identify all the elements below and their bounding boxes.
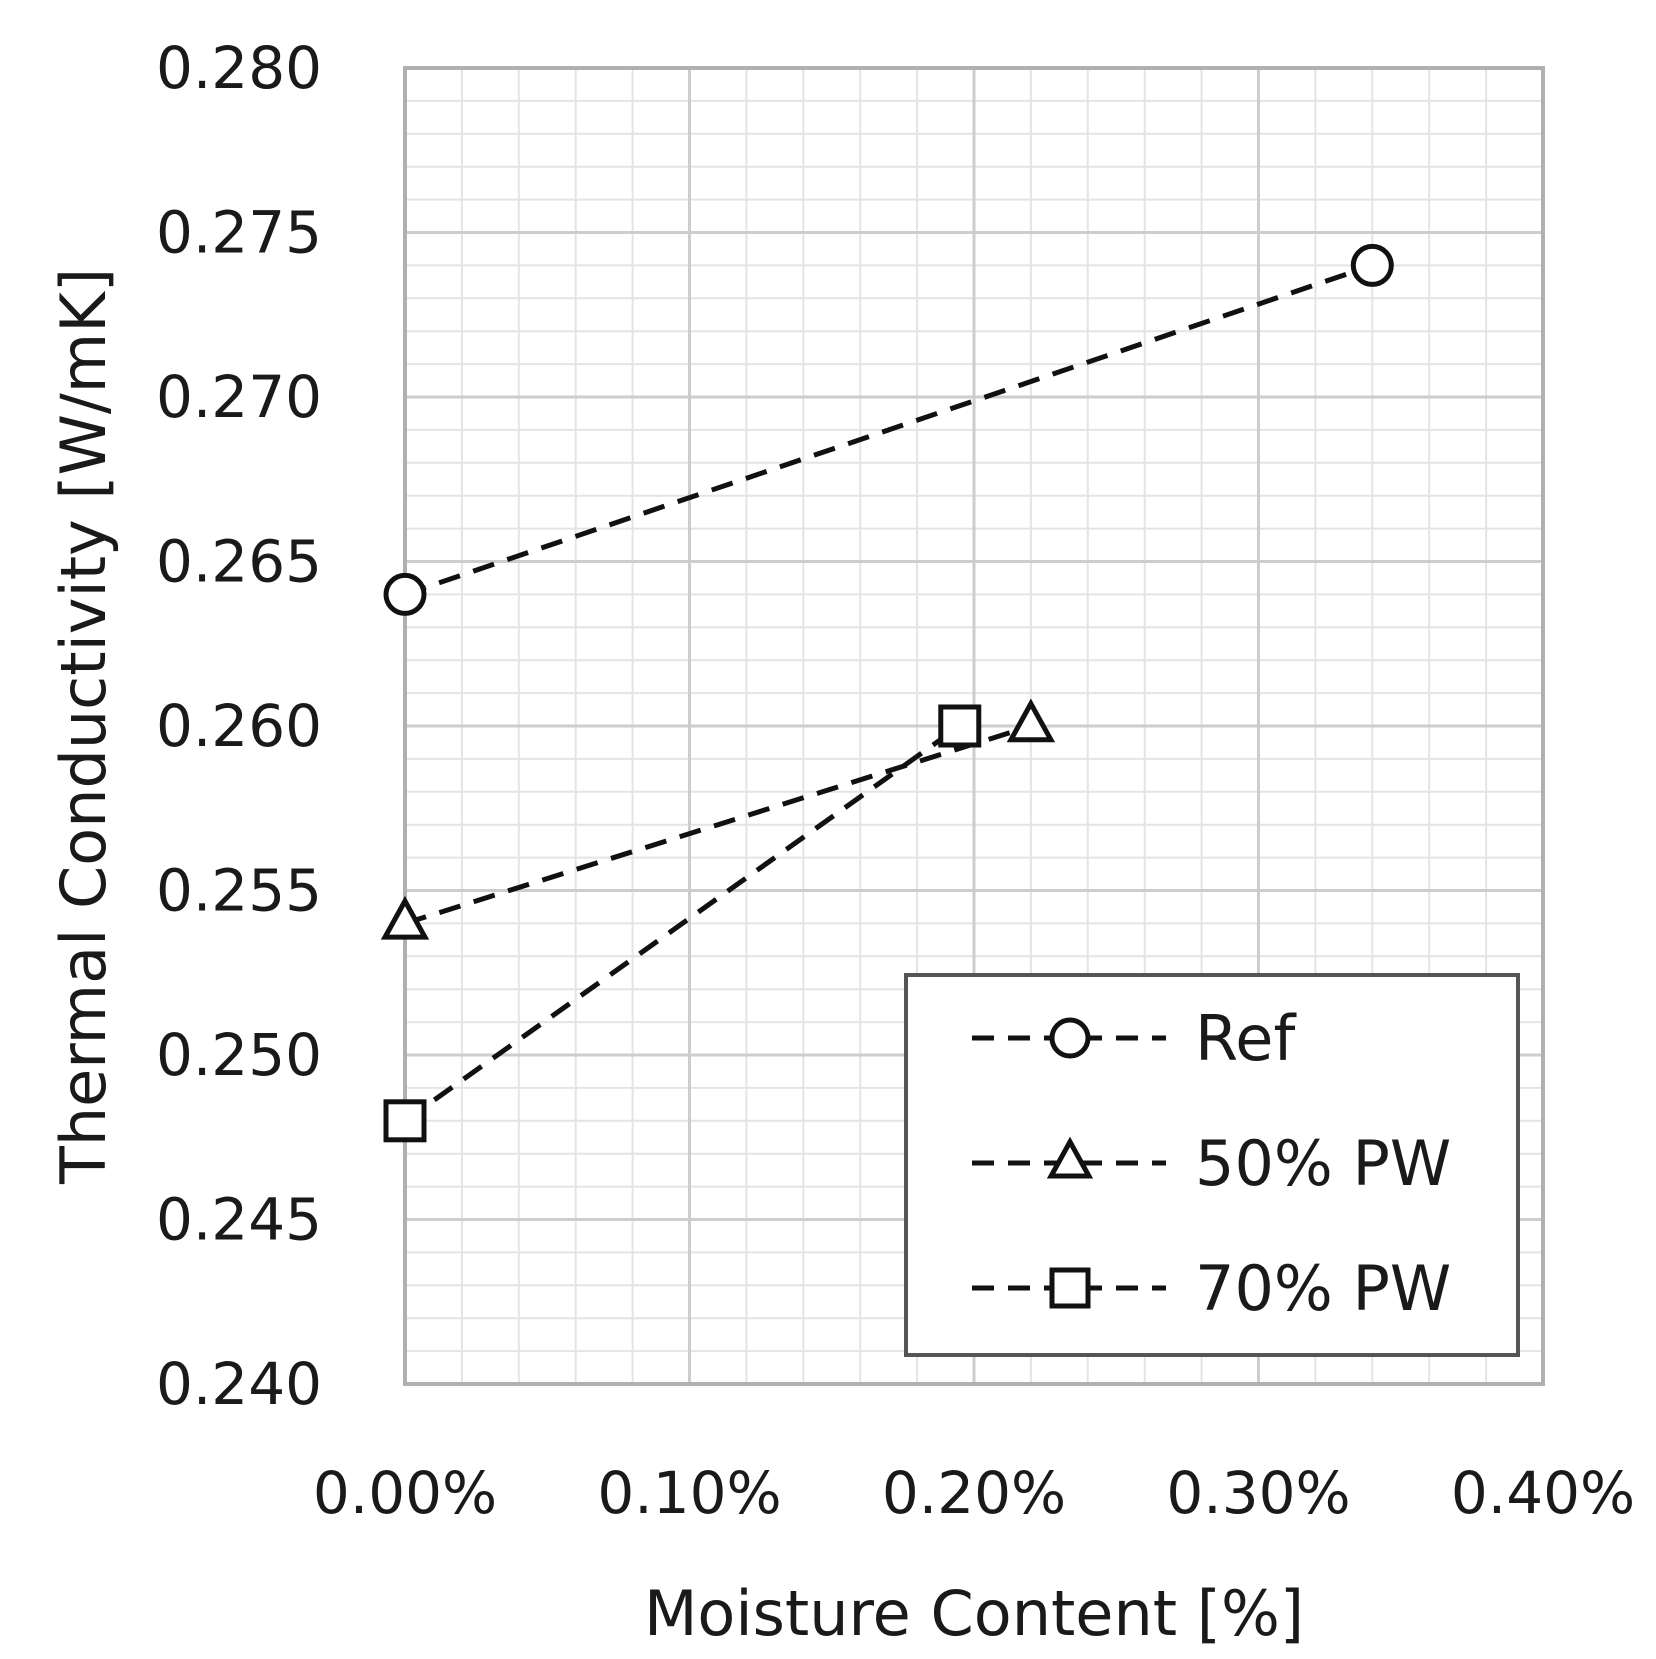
marker-circle: [1049, 1017, 1091, 1059]
y-tick-label: 0.270: [156, 363, 322, 431]
x-tick-label: 0.30%: [1166, 1459, 1350, 1527]
y-axis-label: Thermal Conductivity [W/mK]: [47, 268, 120, 1185]
series-50-pw: [380, 698, 1056, 940]
legend-item: Ref: [972, 1002, 1297, 1075]
series-line: [404, 723, 1032, 926]
y-axis-ticks: 0.280 0.275 0.270 0.265 0.260 0.255 0.250 0.245…: [156, 34, 322, 1418]
x-tick-label: 0.10%: [597, 1459, 781, 1527]
series-ref: [383, 243, 1394, 616]
x-tick-label: 0.20%: [882, 1459, 1066, 1527]
y-tick-label: 0.255: [156, 857, 322, 925]
marker-square: [1049, 1267, 1091, 1309]
legend-label: 70% PW: [1195, 1252, 1451, 1325]
y-tick-label: 0.250: [156, 1021, 322, 1089]
legend-label: Ref: [1195, 1002, 1297, 1075]
x-tick-label: 0.00%: [313, 1459, 497, 1527]
series-line: [403, 723, 962, 1123]
marker-circle: [1350, 243, 1394, 287]
y-tick-label: 0.265: [156, 528, 322, 596]
y-tick-label: 0.240: [156, 1350, 322, 1418]
legend-label: 50% PW: [1195, 1127, 1451, 1200]
marker-square: [938, 704, 982, 748]
x-tick-label: 0.40%: [1451, 1459, 1635, 1527]
series-layer: [380, 243, 1394, 1143]
y-tick-label: 0.245: [156, 1186, 322, 1254]
marker-triangle: [1006, 698, 1056, 743]
marker-triangle: [380, 895, 430, 940]
y-tick-label: 0.280: [156, 34, 322, 102]
series-line: [404, 263, 1374, 597]
legend-item: 70% PW: [972, 1252, 1451, 1325]
marker-square: [383, 1099, 427, 1143]
legend-item: 50% PW: [972, 1127, 1451, 1200]
legend: Ref 50% PW 70% PW: [904, 973, 1520, 1357]
x-axis-label: Moisture Content [%]: [644, 1577, 1304, 1650]
y-tick-label: 0.275: [156, 199, 322, 267]
plot-area-frame: [403, 66, 1545, 1386]
y-tick-label: 0.260: [156, 692, 322, 760]
x-axis-ticks: 0.00% 0.10% 0.20% 0.30% 0.40%: [313, 1459, 1635, 1527]
series-70-pw: [383, 704, 982, 1143]
marker-circle: [383, 572, 427, 616]
marker-triangle: [1046, 1136, 1094, 1179]
